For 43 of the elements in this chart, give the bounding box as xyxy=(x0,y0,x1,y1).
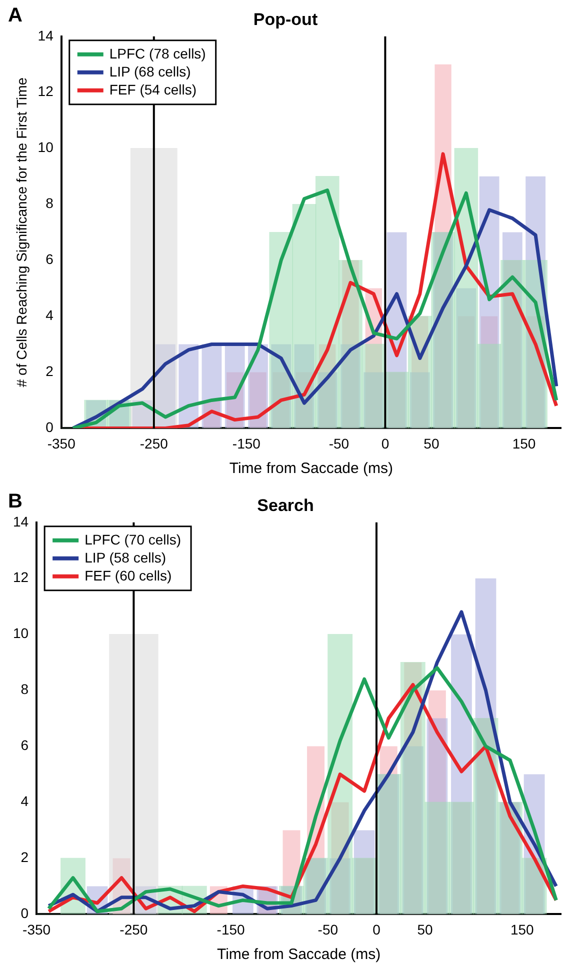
y-tick-label: 0 xyxy=(20,905,29,922)
chart-title: Pop-out xyxy=(253,10,318,29)
y-tick-label: 10 xyxy=(38,139,54,156)
x-tick-label: -150 xyxy=(232,435,261,452)
y-tick-label: 14 xyxy=(38,27,54,44)
y-tick-label: 12 xyxy=(12,569,29,586)
x-axis-title: Time from Saccade (ms) xyxy=(229,460,394,478)
y-tick-label: 4 xyxy=(20,793,29,810)
y-axis-title: # of Cells Reaching Significance for the First Time xyxy=(13,77,30,388)
x-tick-label: 50 xyxy=(417,921,434,938)
x-tick-label: -350 xyxy=(22,921,51,938)
x-tick-label: 150 xyxy=(512,435,536,452)
x-tick-label: 0 xyxy=(381,435,390,452)
x-tick-label: -350 xyxy=(47,435,76,452)
x-tick-label: -50 xyxy=(318,921,338,938)
y-tick-label: 6 xyxy=(20,737,29,754)
y-tick-label: 8 xyxy=(20,681,29,698)
text: B xyxy=(8,490,22,513)
x-tick-label: -150 xyxy=(216,921,246,938)
x-tick-label: -250 xyxy=(140,435,168,452)
y-tick-label: 2 xyxy=(46,363,54,380)
y-tick-label: 8 xyxy=(46,195,54,212)
y-tick-label: 12 xyxy=(38,83,54,100)
x-tick-label: -250 xyxy=(120,921,148,938)
y-tick-label: 0 xyxy=(46,419,54,436)
legend-label: FEF (60 cells) xyxy=(84,567,172,584)
x-tick-label: 50 xyxy=(424,435,440,452)
y-tick-label: 6 xyxy=(46,251,54,268)
legend-label: LPFC (70 cells) xyxy=(84,531,182,548)
legend-label: LIP (68 cells) xyxy=(109,63,191,80)
x-tick-label: 0 xyxy=(372,921,381,938)
y-tick-label: 2 xyxy=(20,849,29,866)
y-tick-label: 14 xyxy=(12,513,29,530)
x-tick-label: 150 xyxy=(510,921,534,938)
legend-label: FEF (54 cells) xyxy=(109,81,196,98)
y-tick-label: 10 xyxy=(12,625,29,642)
x-axis-title: Time from Saccade (ms) xyxy=(216,946,381,964)
legend-label: LIP (58 cells) xyxy=(84,549,166,566)
text: A xyxy=(8,4,22,27)
legend-label: LPFC (78 cells) xyxy=(109,45,206,62)
x-tick-label: -50 xyxy=(328,435,350,452)
y-tick-label: 4 xyxy=(46,307,54,324)
chart-title: Search xyxy=(257,496,314,515)
